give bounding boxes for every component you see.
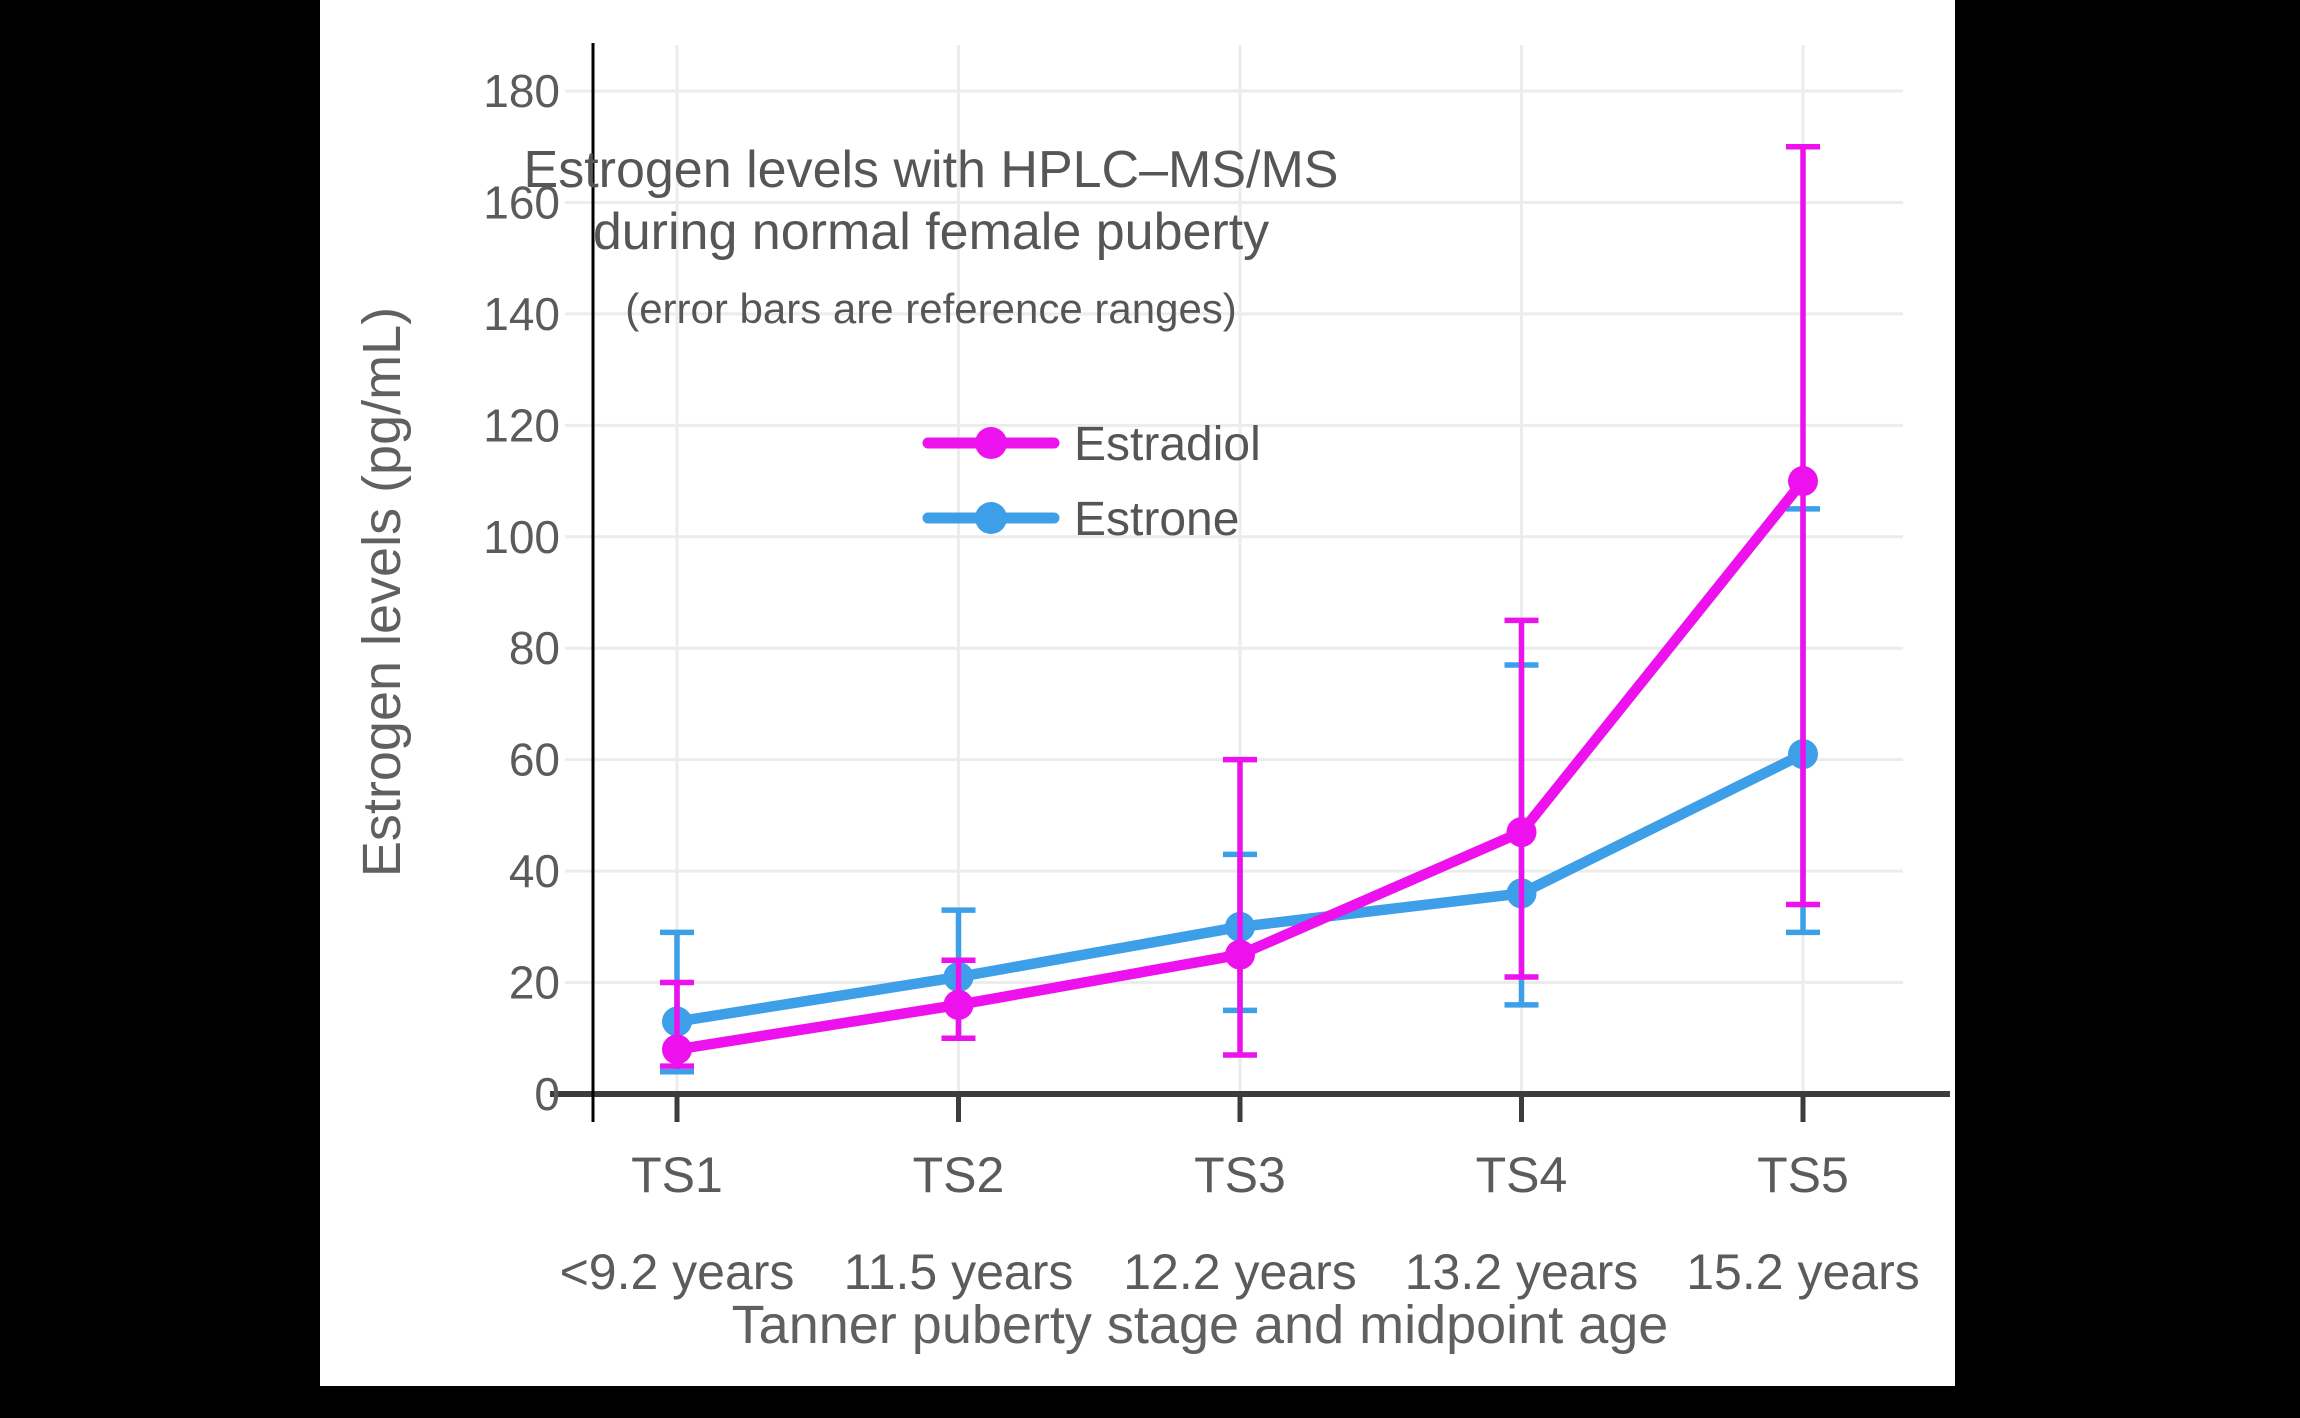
x-tick-stage-label-TS1: TS1 [631, 1147, 723, 1203]
y-tick-label-0: 0 [534, 1068, 560, 1120]
x-axis-title: Tanner puberty stage and midpoint age [732, 1295, 1669, 1355]
chart-title-line2: during normal female puberty [593, 203, 1269, 261]
x-tick-stage-label-TS5: TS5 [1757, 1147, 1849, 1203]
tick-label-layer: 0 20 40 60 80 100 120 140 160 180 TS1 <9.2 years TS2… [483, 65, 1919, 1300]
series-layer [660, 143, 1820, 1075]
legend-label-estrone: Estrone [1074, 493, 1239, 546]
x-tick-age-label-TS3: 12.2 years [1123, 1244, 1356, 1300]
chart-subtitle: (error bars are reference ranges) [625, 285, 1237, 332]
data-point-estradiol-ts2 [943, 989, 974, 1020]
legend-marker-estradiol-icon [975, 427, 1007, 459]
legend-marker-estrone-icon [975, 502, 1007, 534]
data-point-estradiol-ts3 [1225, 939, 1255, 970]
chart-title-line1: Estrogen levels with HPLC–MS/MS [524, 141, 1339, 199]
y-tick-label-120: 120 [483, 399, 560, 451]
data-point-estradiol-ts5 [1788, 466, 1818, 497]
x-tick-age-label-TS1: <9.2 years [560, 1244, 795, 1300]
data-point-estradiol-ts1 [662, 1034, 692, 1065]
x-tick-stage-label-TS4: TS4 [1476, 1147, 1568, 1203]
x-tick-stage-label-TS2: TS2 [913, 1147, 1005, 1203]
series-estradiol [660, 143, 1820, 1069]
y-tick-label-140: 140 [483, 288, 560, 340]
data-point-estradiol-ts4 [1506, 817, 1537, 848]
y-tick-label-100: 100 [483, 511, 560, 563]
x-tick-age-label-TS4: 13.2 years [1405, 1244, 1638, 1300]
x-tick-age-label-TS2: 11.5 years [844, 1244, 1074, 1300]
x-tick-stage-label-TS3: TS3 [1194, 1147, 1286, 1203]
y-axis-title: Estrogen levels (pg/mL) [352, 307, 412, 877]
y-tick-label-40: 40 [509, 845, 560, 897]
legend-label-estradiol: Estradiol [1074, 418, 1261, 471]
legend-item-estradiol: Estradiol [922, 418, 1261, 471]
legend-item-estrone: Estrone [922, 493, 1239, 546]
y-tick-label-20: 20 [509, 957, 560, 1009]
y-tick-label-180: 180 [483, 65, 560, 117]
legend: Estradiol Estrone [922, 418, 1261, 546]
x-tick-age-label-TS5: 15.2 years [1686, 1244, 1919, 1300]
y-tick-label-160: 160 [483, 176, 560, 228]
y-tick-label-60: 60 [509, 734, 560, 786]
axis-layer [550, 43, 1950, 1122]
y-tick-label-80: 80 [509, 622, 560, 674]
